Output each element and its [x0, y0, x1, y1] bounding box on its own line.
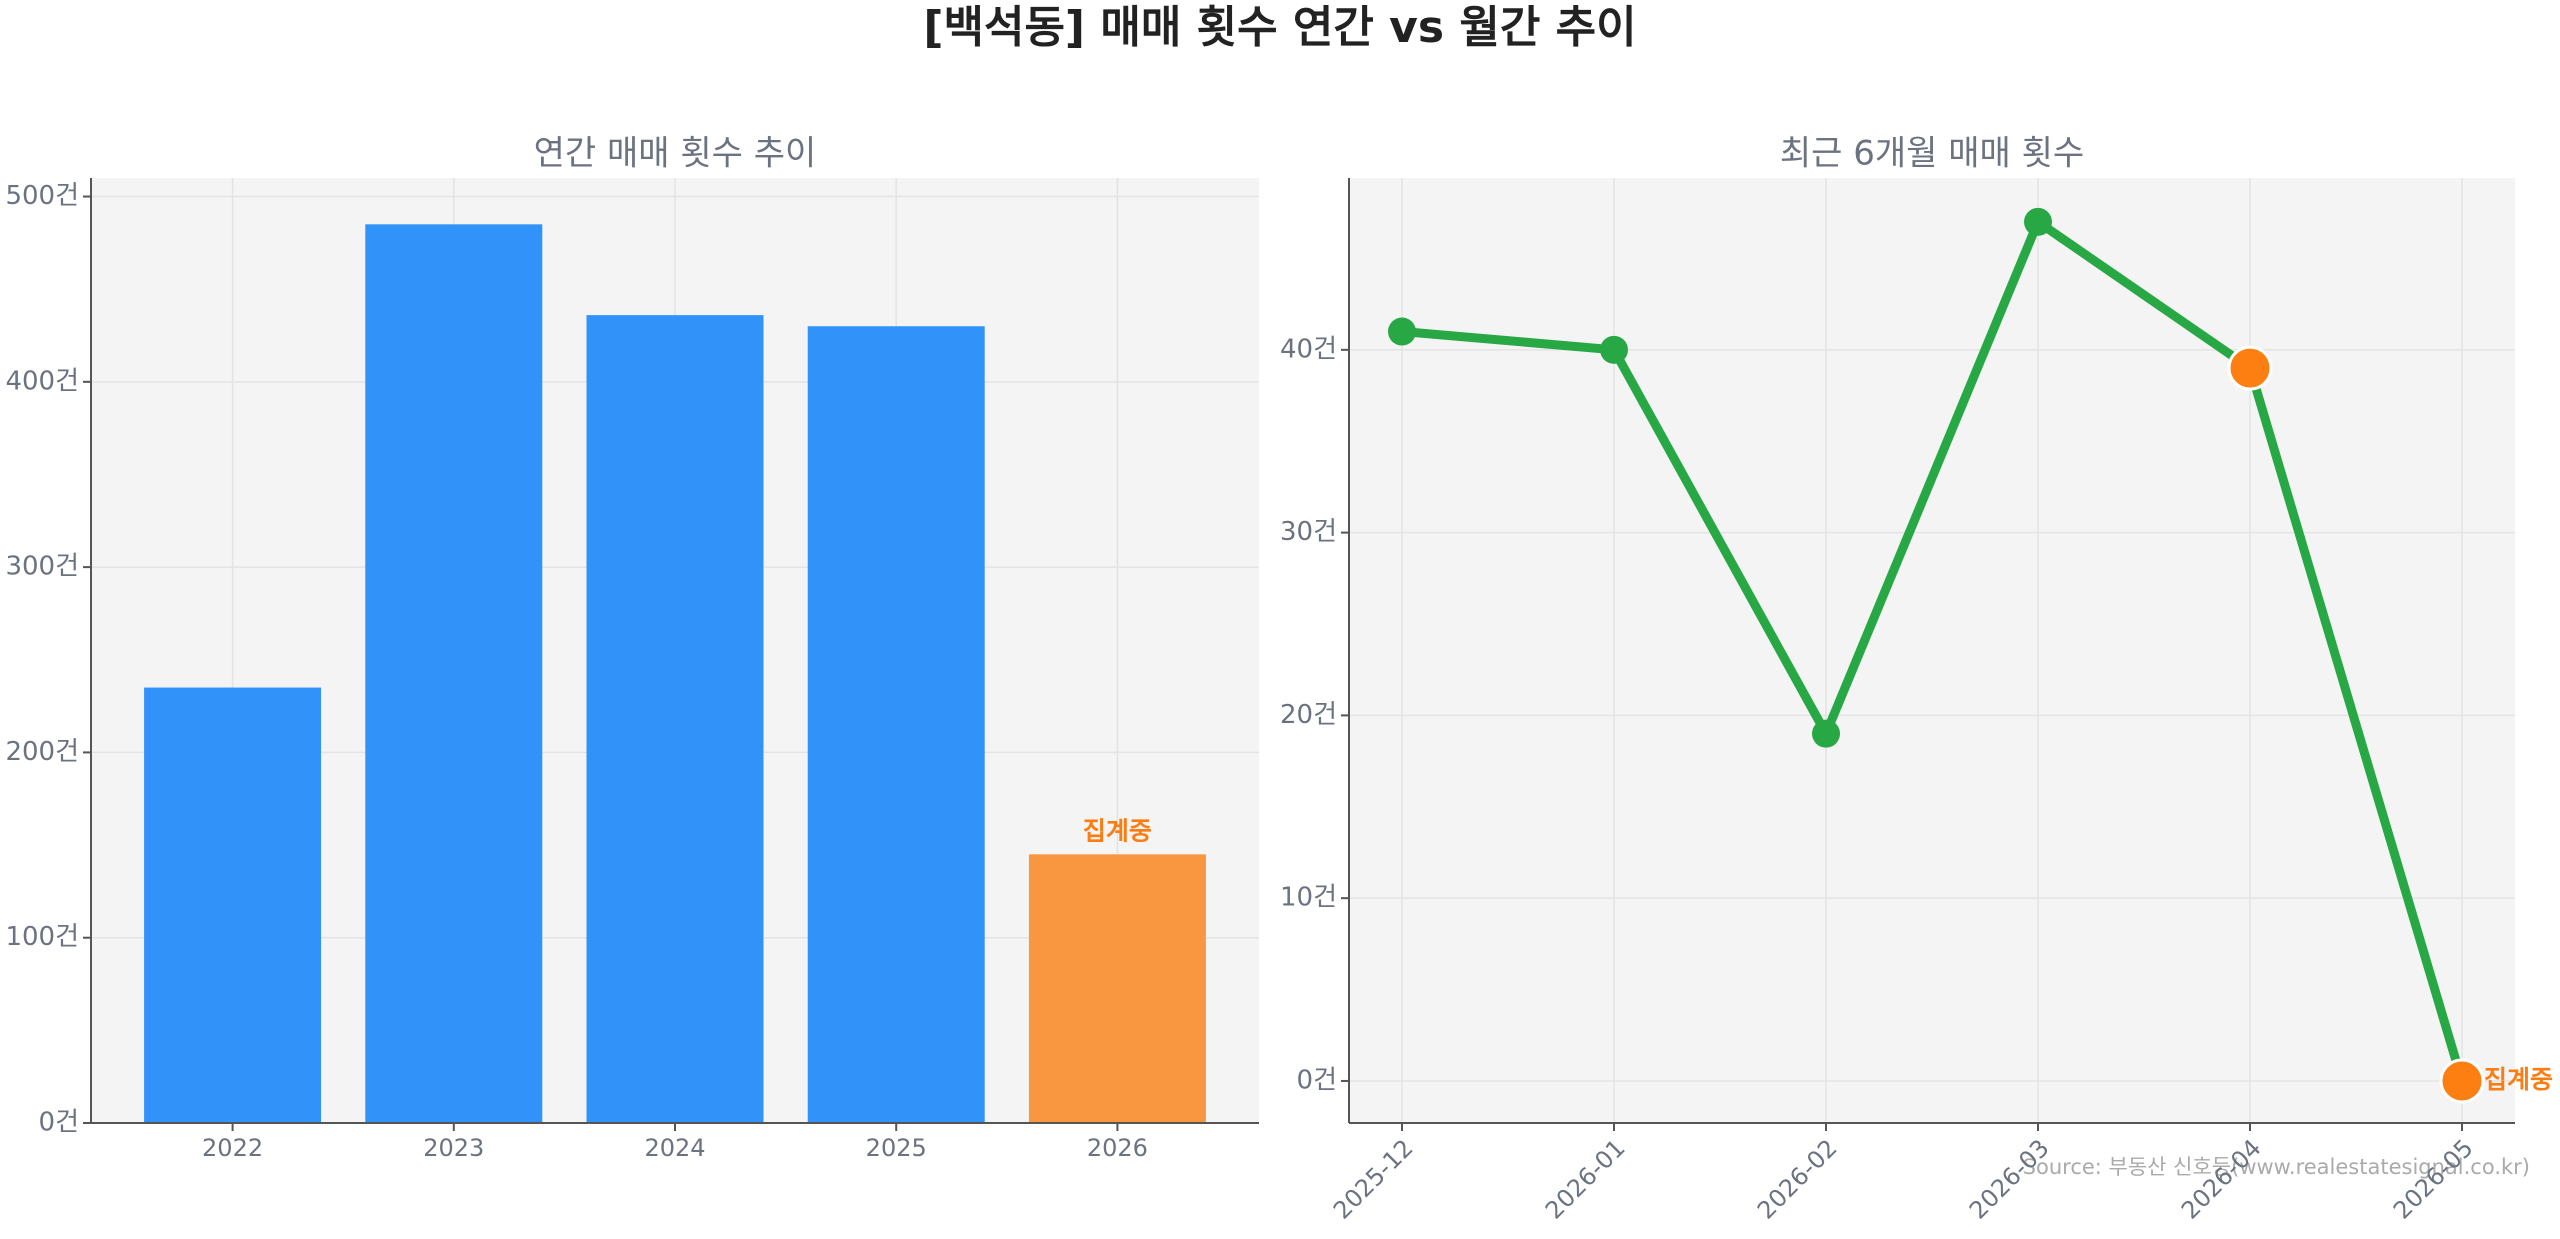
- y-tick-label: 20건: [1280, 700, 1337, 730]
- x-tick-label: 2026-02: [1752, 1134, 1843, 1225]
- line: [1401, 217, 2467, 1083]
- x-tick-label: 2026-05: [2388, 1134, 2479, 1225]
- marker: [1600, 335, 1628, 364]
- x-tick-label: 2026: [1087, 1134, 1148, 1162]
- x-tick-label: 2026-03: [1964, 1134, 2055, 1225]
- chart-panel: 연간 매매 횟수 추이 0건 100건 200건 300건 400건 500건 2022 202…: [5, 134, 1259, 1162]
- y-tick-label: 500건: [5, 181, 79, 211]
- bar: [586, 315, 764, 1123]
- bar: [1028, 854, 1206, 1123]
- annotation: 집계중: [1083, 816, 1152, 845]
- x-tick-label: 2026-01: [1540, 1134, 1631, 1225]
- chart-title: 최근 6개월 매매 횟수: [1780, 134, 2084, 174]
- bar: [365, 224, 543, 1123]
- y-tick-label: 100건: [5, 922, 79, 952]
- x-tick-label: 2022: [202, 1134, 263, 1162]
- plot-background: [1349, 178, 2515, 1123]
- bar: [144, 687, 322, 1123]
- y-tick-label: 300건: [5, 552, 79, 582]
- chart-panel: 최근 6개월 매매 횟수 0건 10건 20건 30건 40건 2025-12 2026-01…: [1280, 134, 2553, 1225]
- y-tick-label: 200건: [5, 737, 79, 767]
- marker: [1388, 317, 1416, 346]
- y-tick-label: 30건: [1280, 517, 1337, 547]
- bar: [807, 326, 985, 1123]
- y-tick-label: 0건: [1297, 1065, 1337, 1095]
- x-tick-label: 2025-12: [1328, 1134, 1419, 1225]
- marker: [1812, 719, 1840, 748]
- y-tick-label: 10건: [1280, 883, 1337, 913]
- marker: [2024, 207, 2052, 236]
- x-tick-label: 2026-04: [2176, 1134, 2267, 1225]
- chart-title: 연간 매매 횟수 추이: [534, 134, 817, 174]
- y-tick-label: 400건: [5, 366, 79, 396]
- source-note: Source: 부동산 신호등(www.realestatesignal.co.…: [2023, 1155, 2530, 1179]
- x-tick-label: 2023: [423, 1134, 484, 1162]
- y-tick-label: 0건: [39, 1108, 79, 1138]
- x-tick-label: 2025: [866, 1134, 927, 1162]
- x-tick-label: 2024: [644, 1134, 705, 1162]
- y-tick-label: 40건: [1280, 334, 1337, 364]
- figure-title: [백석동] 매매 횟수 연간 vs 월간 추이: [923, 2, 1636, 53]
- annotation: 집계중: [2484, 1065, 2553, 1094]
- marker: [2227, 345, 2273, 391]
- marker: [2439, 1058, 2485, 1104]
